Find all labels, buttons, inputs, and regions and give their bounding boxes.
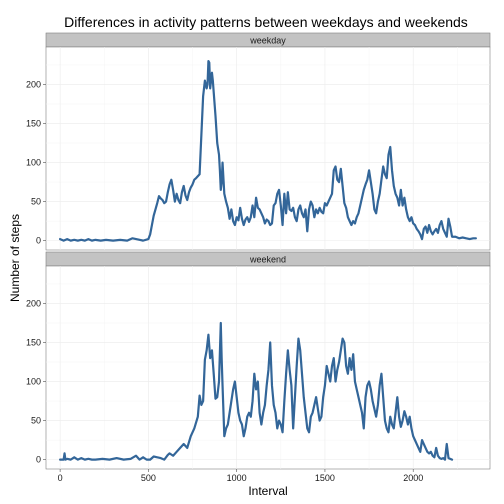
y-tick-label: 0 [36,455,41,465]
y-tick-label: 50 [31,197,41,207]
y-tick-label: 50 [31,416,41,426]
grid-weekend [46,266,490,469]
line-series-weekday [59,59,477,242]
y-axis-weekend: 0 50 100 150 200 [26,298,46,465]
y-tick-label: 150 [26,119,41,129]
line-series-weekend [59,321,454,461]
x-tick-label: 2000 [403,473,423,483]
y-axis-title: Number of steps [8,214,22,302]
strip-label-weekend: weekend [249,255,286,265]
x-tick-label: 0 [58,473,63,483]
panel-weekday: weekday 0 50 100 150 200 [26,32,491,251]
y-tick-label: 100 [26,158,41,168]
y-tick-label: 150 [26,338,41,348]
panel-weekend: weekend 0 50 100 150 200 [26,251,491,470]
strip-label-weekday: weekday [249,36,286,46]
grid-weekday [46,47,490,250]
y-tick-label: 200 [26,79,41,89]
y-tick-label: 0 [36,236,41,246]
x-tick-label: 1500 [315,473,335,483]
x-axis-title: Interval [248,484,287,498]
panel-area-weekday [45,46,491,251]
chart-title: Differences in activity patterns between… [64,14,468,30]
y-tick-label: 200 [26,298,41,308]
x-tick-label: 1000 [227,473,247,483]
y-axis-weekday: 0 50 100 150 200 [26,79,46,246]
y-tick-label: 100 [26,377,41,387]
x-tick-label: 500 [141,473,156,483]
x-axis: 0 500 1000 1500 2000 [58,469,423,483]
